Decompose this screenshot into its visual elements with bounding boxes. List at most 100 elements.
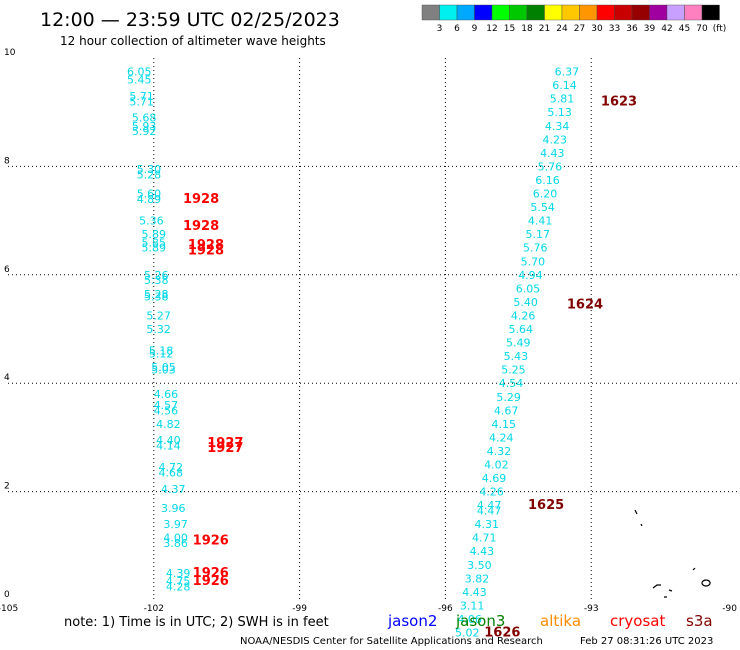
wave-height-point: 5.18 [149, 345, 174, 358]
wave-height-point: 3.96 [161, 502, 186, 515]
wave-height-point: 5.49 [506, 337, 531, 350]
wave-height-point: 5.28 [144, 288, 169, 301]
wave-height-point: 5.30 [137, 163, 162, 176]
scale-label: 33 [609, 24, 620, 34]
wave-height-point: 5.71 [129, 90, 154, 103]
wave-height-point: 4.41 [528, 215, 553, 228]
wave-height-point: 4.43 [470, 545, 495, 558]
wave-height-point: 4.31 [474, 518, 499, 531]
pass-time-labels: 1928192819281928192719271926192619261623… [183, 94, 637, 640]
wave-height-point: 5.45 [127, 74, 152, 87]
pass-time-label: 1927 [207, 441, 243, 456]
wave-height-point: 6.16 [535, 174, 560, 187]
scale-label: (ft) [713, 24, 727, 34]
color-scale-legend: 3 6 9 12 15 18 21 24 27 30 33 36 39 42 45 70 (ft) [421, 4, 727, 34]
wave-height-point: 5.12 [149, 347, 174, 360]
wave-height-point: 4.89 [137, 193, 162, 206]
wave-height-point: 5.25 [501, 364, 526, 377]
wave-height-point: 5.43 [504, 350, 529, 363]
chart-title: 12:00 — 23:59 UTC 02/25/2023 [40, 9, 340, 31]
scale-swatch [421, 4, 440, 21]
scale-label: 12 [486, 24, 497, 34]
axis-ticks: -105 -102 -99 -96 -93 -90 0 2 4 6 8 10 [0, 48, 737, 614]
wave-height-point: 6.37 [555, 66, 580, 79]
pass-time-label: 1926 [193, 574, 229, 589]
scale-label: 21 [539, 24, 550, 34]
wave-height-point: 5.29 [496, 391, 521, 404]
wave-height-point: 5.17 [525, 228, 550, 241]
x-tick-label: -93 [584, 604, 599, 614]
scale-swatch [509, 4, 528, 21]
wave-height-point: 5.32 [146, 323, 171, 336]
footer-credit: NOAA/NESDIS Center for Satellite Applica… [240, 636, 543, 647]
wave-height-point: 5.92 [132, 125, 157, 138]
scale-swatch [649, 4, 668, 21]
wave-height-point: 4.66 [154, 388, 179, 401]
wave-height-point: 4.37 [161, 483, 186, 496]
wave-height-point: 4.94 [518, 269, 543, 282]
scale-swatch [631, 4, 650, 21]
wave-height-point: 4.69 [482, 472, 507, 485]
wave-height-point: 4.28 [166, 580, 191, 593]
scale-swatch [579, 4, 598, 21]
wave-height-point: 4.68 [159, 467, 184, 480]
wave-height-point: 5.05 [151, 361, 176, 374]
wave-height-point: 5.89 [142, 228, 167, 241]
x-tick-label: -105 [0, 604, 18, 614]
wave-height-point: 4.14 [156, 440, 181, 453]
wave-height-point: 4.47 [477, 505, 502, 518]
wave-height-point: 5.85 [142, 236, 167, 249]
pass-time-label: 1926 [193, 566, 229, 581]
wave-height-point: 4.26 [479, 486, 504, 499]
wave-height-point: 5.02 [455, 627, 480, 640]
wave-height-point: 5.03 [151, 364, 176, 377]
pass-time-label: 1623 [601, 94, 637, 109]
satellite-s3a: s3a [686, 612, 713, 630]
y-tick-label: 6 [4, 265, 10, 275]
scale-label: 15 [504, 24, 515, 34]
wave-height-point: 4.26 [511, 309, 536, 322]
scale-swatch [474, 4, 493, 21]
wave-height-point: 5.13 [547, 106, 572, 119]
scale-swatch [526, 4, 545, 21]
wave-height-point: 4.72 [159, 461, 184, 474]
coastline-fragments [634, 509, 711, 598]
scale-swatch [701, 4, 720, 21]
pass-time-label: 1624 [567, 298, 603, 313]
scale-swatch [561, 4, 580, 21]
scale-swatch [544, 4, 563, 21]
wave-height-point: 6.14 [552, 79, 577, 92]
scale-label: 9 [472, 24, 478, 34]
wave-height-point: 6.05 [127, 66, 152, 79]
wave-height-point: 5.40 [513, 296, 538, 309]
chart-subtitle: 12 hour collection of altimeter wave hei… [60, 34, 326, 48]
x-tick-label: -90 [722, 604, 737, 614]
wave-height-point: 4.00 [163, 532, 188, 545]
wave-height-point: 4.02 [484, 459, 509, 472]
wave-height-point: 5.76 [523, 242, 548, 255]
wave-height-point: 4.56 [154, 404, 179, 417]
wave-height-point: 5.93 [132, 120, 157, 133]
wave-height-point: 4.71 [472, 532, 497, 545]
pass-time-label: 1626 [484, 626, 520, 641]
footer-note: note: 1) Time is in UTC; 2) SWH is in fe… [64, 615, 329, 630]
pass-time-label: 1928 [183, 219, 219, 234]
wave-height-point: 5.60 [137, 188, 162, 201]
scale-swatch [684, 4, 703, 21]
wave-height-point: 4.67 [494, 404, 519, 417]
scale-label: 18 [521, 24, 533, 34]
satellite-altika: altika [540, 612, 581, 630]
wave-height-point: 5.26 [144, 269, 169, 282]
pass-time-label: 1928 [188, 238, 224, 253]
footer-timestamp: Feb 27 08:31:26 UTC 2023 [580, 636, 713, 647]
wave-height-point: 4.47 [477, 499, 502, 512]
wave-height-point: 3.97 [163, 518, 188, 531]
wave-height-point: 3.50 [467, 559, 492, 572]
wave-height-point: 3.82 [465, 572, 490, 585]
plot-grid [8, 58, 737, 600]
y-tick-label: 4 [4, 373, 10, 383]
scale-swatch [456, 4, 475, 21]
x-tick-label: -102 [144, 604, 164, 614]
wave-height-point: 3.11 [460, 599, 485, 612]
